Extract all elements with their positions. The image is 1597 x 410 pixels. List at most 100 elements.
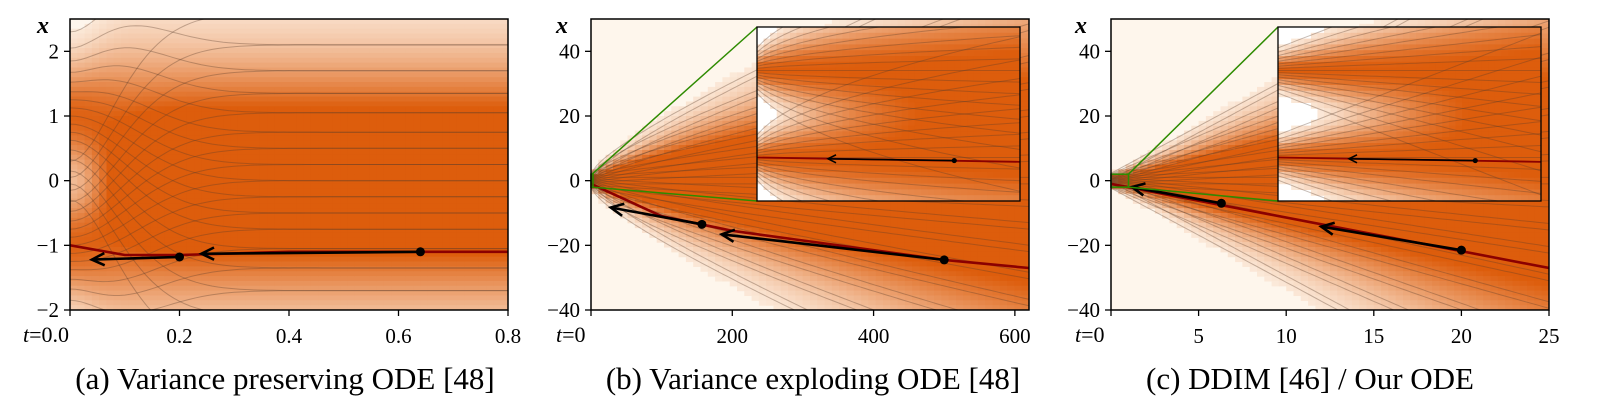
density-cell — [157, 111, 166, 117]
density-cell — [172, 125, 181, 132]
density-cell — [464, 246, 473, 253]
density-cell — [751, 101, 760, 107]
density-cell — [245, 179, 254, 185]
x-tick-label: 0.2 — [166, 324, 192, 348]
density-cell — [354, 67, 363, 73]
density-cell — [216, 116, 224, 122]
density-cell — [150, 62, 159, 69]
density-cell — [106, 19, 115, 25]
density-cell — [289, 251, 297, 258]
density-cell — [700, 125, 709, 132]
density-cell — [817, 276, 826, 282]
density-cell — [354, 213, 363, 219]
density-cell — [707, 116, 716, 122]
density-cell — [824, 256, 833, 263]
density-cell — [449, 159, 458, 166]
density-cell — [150, 101, 159, 107]
density-cell — [751, 237, 760, 243]
density-cell — [715, 266, 723, 272]
density-cell — [113, 232, 122, 238]
density-cell — [634, 183, 643, 190]
density-cell — [354, 237, 363, 243]
density-cell — [664, 149, 672, 156]
density-cell — [172, 232, 181, 238]
density-cell — [478, 290, 487, 297]
density-cell — [413, 120, 421, 127]
density-cell — [77, 203, 86, 209]
density-cell — [281, 101, 290, 107]
density-cell — [281, 135, 290, 141]
density-cell — [773, 305, 782, 310]
density-cell — [179, 62, 188, 69]
density-cell — [707, 91, 716, 98]
density-cell — [715, 217, 723, 224]
density-cell — [223, 271, 232, 277]
density-cell — [113, 57, 122, 64]
density-cell — [700, 261, 709, 267]
density-cell — [201, 19, 210, 25]
density-cell — [780, 300, 789, 306]
density-cell — [164, 130, 173, 136]
density-cell — [405, 101, 414, 107]
density-cell — [310, 154, 319, 161]
density-cell — [722, 222, 731, 229]
density-cell — [194, 38, 202, 44]
flow-line — [70, 267, 508, 296]
density-cell — [369, 261, 378, 267]
density-cell — [715, 208, 723, 214]
density-cell — [369, 33, 378, 39]
density-cell — [77, 285, 86, 292]
density-cell — [332, 246, 341, 253]
density-cell — [252, 164, 261, 170]
density-cell — [391, 159, 400, 166]
density-cell — [164, 116, 173, 122]
density-cell — [369, 130, 378, 136]
density-cell — [223, 116, 232, 122]
density-cell — [369, 57, 378, 64]
density-cell — [274, 256, 283, 263]
density-cell — [230, 246, 239, 253]
density-cell — [281, 193, 290, 200]
density-cell — [157, 43, 166, 49]
density-cell — [758, 280, 767, 287]
density-cell — [84, 111, 93, 117]
density-cell — [70, 33, 78, 39]
density-cell — [223, 67, 232, 73]
density-cell — [398, 174, 407, 180]
density-cell — [744, 169, 753, 175]
density-cell — [383, 251, 392, 258]
density-cell — [751, 116, 760, 122]
density-cell — [678, 251, 687, 258]
density-cell — [99, 280, 108, 287]
density-cell — [471, 120, 480, 127]
density-cell — [737, 213, 745, 219]
density-cell — [649, 193, 658, 200]
density-cell — [296, 232, 305, 238]
density-cell — [486, 52, 494, 59]
density-cell — [245, 295, 254, 301]
density-cell — [252, 77, 261, 83]
density-cell — [456, 193, 465, 200]
density-cell — [310, 23, 319, 30]
density-cell — [164, 125, 173, 132]
density-cell — [464, 111, 473, 117]
density-cell — [486, 86, 494, 93]
density-cell — [274, 33, 283, 39]
density-cell — [245, 305, 254, 310]
density-cell — [693, 116, 702, 122]
density-cell — [113, 111, 122, 117]
density-cell — [391, 179, 400, 185]
density-cell — [464, 179, 473, 185]
flow-line — [70, 112, 508, 212]
density-cell — [164, 120, 173, 127]
density-cell — [449, 246, 458, 253]
density-cell — [113, 145, 122, 151]
density-cell — [376, 86, 385, 93]
density-cell — [318, 217, 327, 224]
density-cell — [758, 276, 767, 282]
density-cell — [157, 174, 166, 180]
density-cell — [274, 213, 283, 219]
density-cell — [223, 266, 232, 272]
density-cell — [817, 295, 826, 301]
density-cell — [128, 237, 137, 243]
